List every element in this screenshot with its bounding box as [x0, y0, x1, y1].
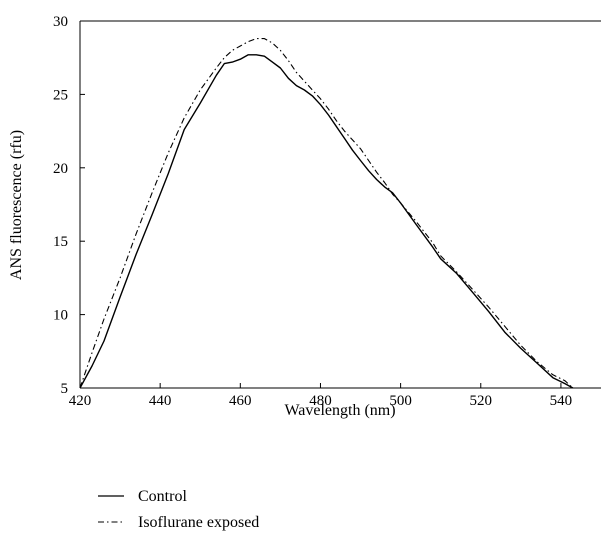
y-tick-label: 10: [53, 308, 68, 324]
series-line-isoflurane-exposed: [79, 38, 574, 389]
series-layer: [79, 38, 574, 389]
y-ticks: 5 10 15 20 25 30: [53, 14, 85, 397]
y-tick-label: 15: [53, 234, 68, 250]
plot-area: [79, 20, 601, 389]
series-line-control: [79, 54, 574, 389]
y-tick-label: 5: [61, 381, 69, 397]
x-axis-title: Wavelength (nm): [284, 402, 395, 419]
x-tick-label: 500: [389, 393, 412, 409]
y-axis-title: ANS fluorescence (rfu): [8, 130, 25, 280]
y-tick-label: 20: [53, 161, 68, 177]
x-tick-label: 480: [309, 393, 332, 409]
x-tick-label: 540: [550, 393, 573, 409]
y-tick-label: 30: [53, 14, 68, 30]
x-tick-label: 420: [69, 393, 92, 409]
x-tick-label: 460: [229, 393, 252, 409]
x-tick-label: 520: [470, 393, 493, 409]
legend-label-control: Control: [138, 488, 187, 505]
legend-label-isoflurane: Isoflurane exposed: [138, 514, 259, 531]
x-ticks: 420 440 460 480 500 520 540: [69, 383, 572, 409]
x-tick-label: 440: [149, 393, 172, 409]
legend: Control Isoflurane exposed: [98, 488, 259, 531]
y-tick-label: 25: [53, 87, 68, 103]
